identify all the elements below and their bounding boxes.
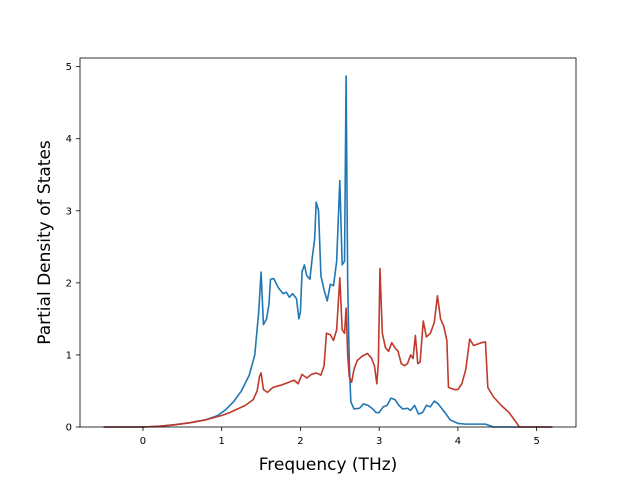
y-tick-label: 1: [66, 350, 72, 361]
x-tick-label: 3: [376, 436, 382, 447]
x-tick-label: 0: [140, 436, 146, 447]
y-tick-label: 3: [66, 206, 72, 217]
x-tick-label: 1: [219, 436, 225, 447]
x-tick-label: 5: [533, 436, 539, 447]
y-tick-label: 2: [66, 278, 72, 289]
plot-frame: [79, 57, 577, 428]
y-tick-label: 4: [66, 134, 72, 145]
x-axis-label: Frequency (THz): [259, 455, 398, 475]
y-axis-label: Partial Density of States: [35, 140, 55, 345]
ticks-layer: 0 1 2 3 4 5 0 1 2 3 4 5: [66, 62, 540, 447]
series-line-2: [103, 267, 553, 428]
y-tick-label: 0: [66, 423, 72, 434]
y-tick-label: 5: [66, 62, 72, 73]
x-tick-label: 4: [455, 436, 461, 447]
x-tick-label: 2: [297, 436, 303, 447]
series-line-1: [103, 75, 553, 428]
series-layer: [103, 75, 553, 428]
